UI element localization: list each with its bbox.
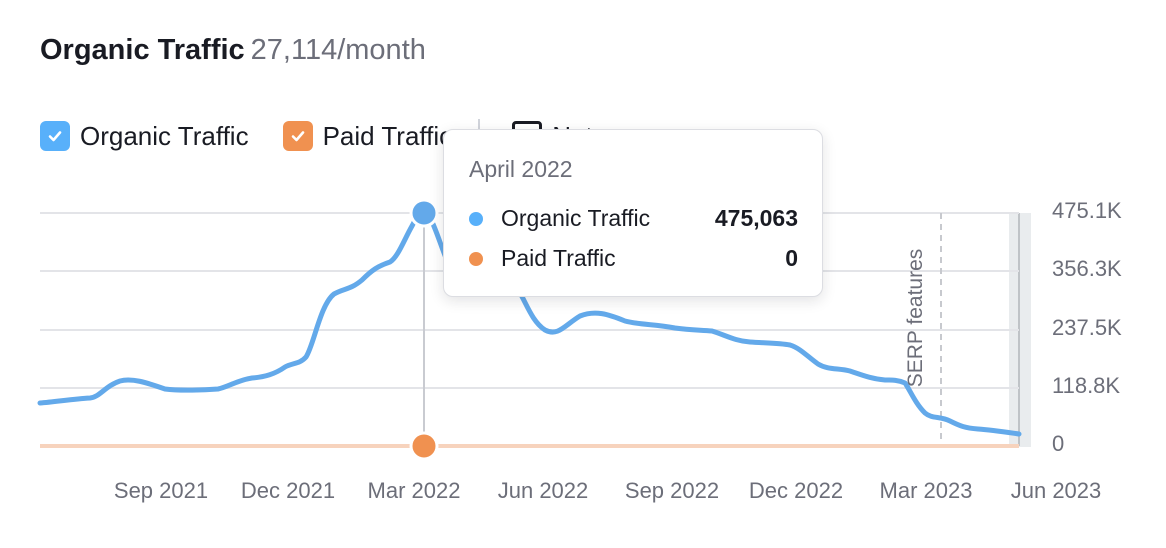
tooltip-value: 475,063 — [714, 205, 798, 231]
legend-item-paid-traffic[interactable]: Paid Traffic — [282, 120, 453, 152]
tooltip-row-paid: Paid Traffic 0 — [469, 245, 798, 272]
x-tick: Dec 2021 — [240, 478, 336, 503]
legend-label: Paid Traffic — [322, 120, 453, 151]
legend-item-organic-traffic[interactable]: Organic Traffic — [40, 121, 249, 152]
y-tick: 0 — [1052, 431, 1065, 456]
tooltip-row-organic: Organic Traffic 475,063 — [469, 205, 798, 232]
chart-title: Organic Traffic 27,114/month — [40, 34, 426, 67]
paid-dot-icon — [469, 251, 483, 266]
organic-dot-icon — [469, 211, 483, 226]
legend-label: Organic Traffic — [80, 120, 249, 151]
y-tick: 356.3K — [1052, 256, 1122, 281]
chart-tooltip: April 2022 Organic Traffic 475,063 Paid … — [443, 129, 823, 297]
checkbox-checked-icon[interactable] — [282, 121, 313, 151]
x-tick: Dec 2022 — [748, 478, 844, 503]
x-tick: Mar 2022 — [367, 478, 461, 503]
x-tick: Jun 2023 — [1010, 478, 1102, 503]
title-main: Organic Traffic — [40, 34, 245, 66]
tooltip-value: 0 — [785, 245, 798, 271]
tooltip-label: Paid Traffic — [501, 245, 616, 271]
y-tick: 475.1K — [1052, 198, 1122, 223]
x-tick: Jun 2022 — [497, 478, 589, 503]
y-tick: 237.5K — [1052, 315, 1122, 340]
title-subtitle: 27,114/month — [250, 34, 426, 66]
serp-features-label[interactable]: SERP features — [904, 248, 927, 388]
checkbox-checked-icon[interactable] — [40, 121, 70, 151]
x-tick: Mar 2023 — [879, 478, 973, 503]
x-tick: Sep 2022 — [624, 478, 720, 503]
organic-hover-point — [409, 198, 439, 228]
y-tick: 118.8K — [1052, 373, 1121, 398]
tooltip-label: Organic Traffic — [501, 205, 651, 231]
x-tick: Sep 2021 — [113, 478, 209, 503]
paid-hover-point — [409, 431, 439, 461]
tooltip-date: April 2022 — [469, 156, 573, 182]
